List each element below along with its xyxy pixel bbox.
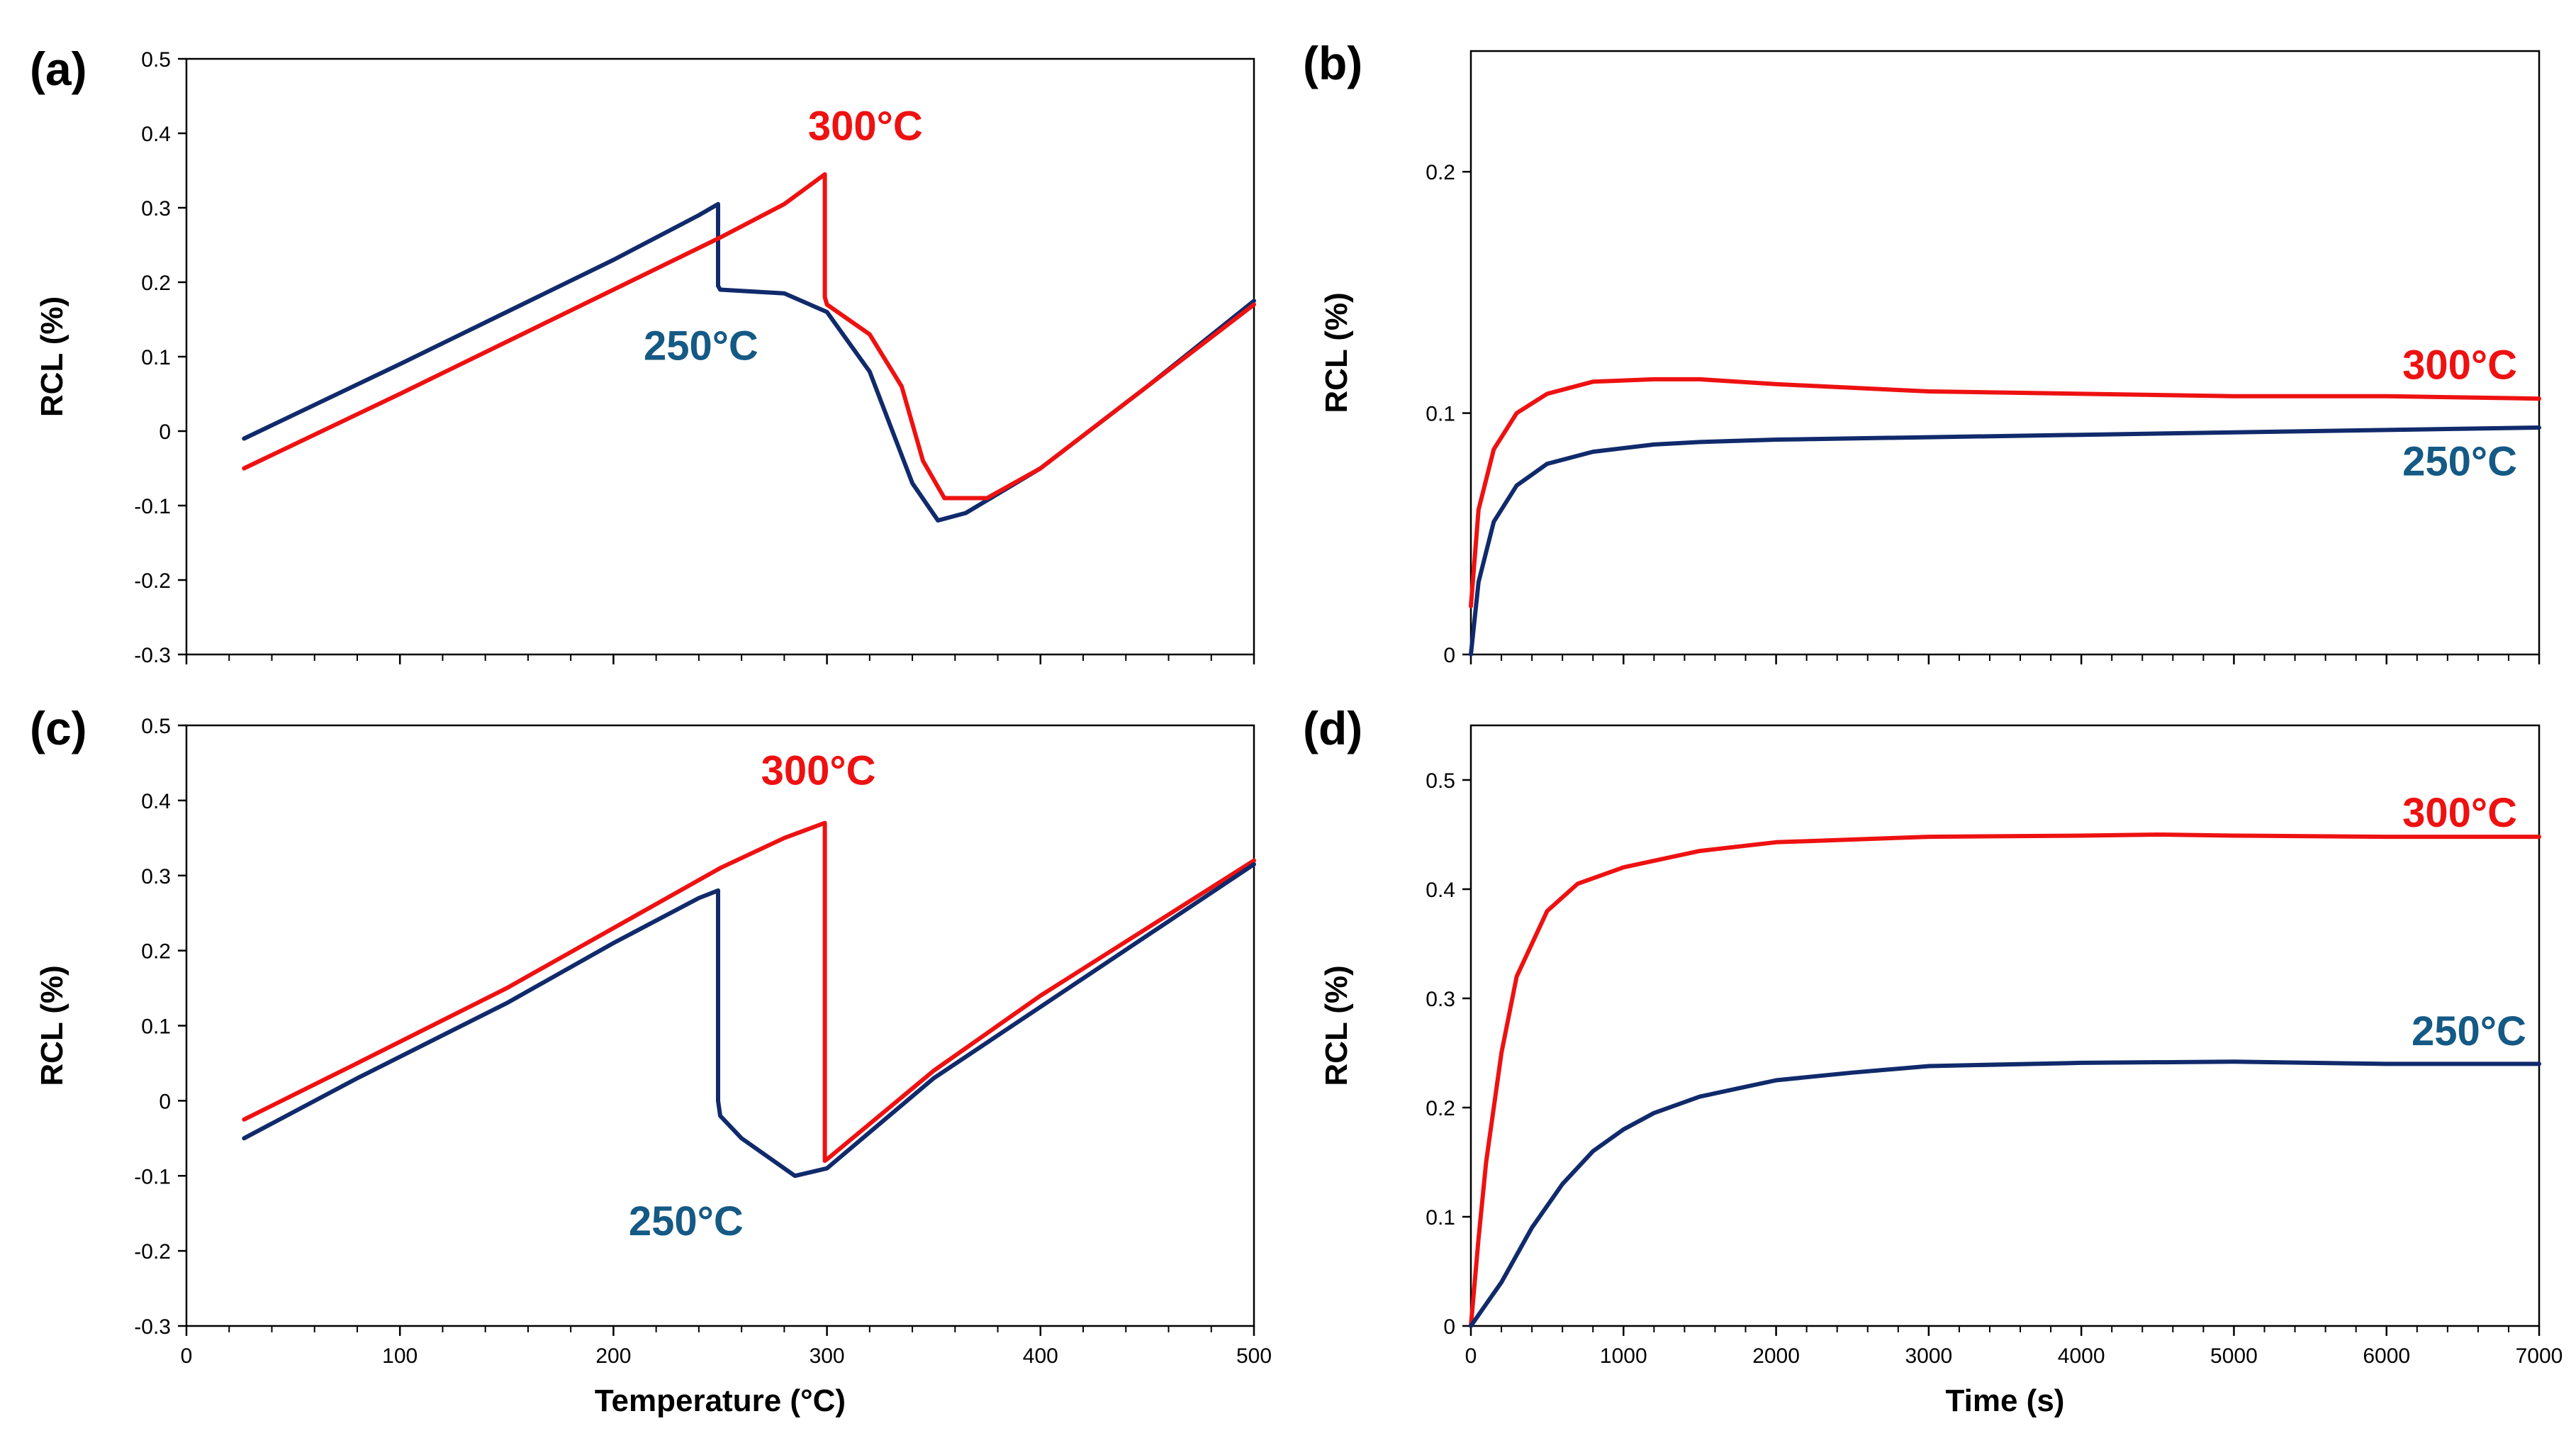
series-line-250c [242,201,1256,523]
y-tick-label: 0.4 [141,790,171,813]
y-tick-label: 0.1 [1426,403,1455,426]
y-tick-label: -0.1 [134,495,171,518]
y-tick-label: -0.3 [134,644,171,667]
series-line-300c [1469,832,2541,1328]
x-tick-label: 300 [810,1344,845,1368]
y-axis-label: RCL (%) [1319,292,1354,413]
chart-panel-c: (c) -0.3 -0.2 -0.1 0 0.1 0.2 0.3 0.4 0.5 0 100 200 30… [30,702,1272,1418]
x-tick-label: 5000 [2210,1344,2258,1368]
x-tick-label: 3000 [1905,1344,1952,1368]
y-axis-label: RCL (%) [1319,965,1354,1086]
y-tick-label: 0.2 [141,272,171,295]
chart-panel-b: (b) 0 0.1 0.2 RCL (%) 300°C 250°C [1303,37,2541,667]
y-tick-label: 0 [1443,644,1455,667]
y-tick-label: 0.5 [1426,769,1455,793]
x-tick-label: 400 [1023,1344,1058,1368]
y-tick-label: 0.1 [1426,1206,1455,1230]
y-tick-label: 0.4 [141,123,171,146]
y-axis-label: RCL (%) [35,965,69,1086]
y-axis-label: RCL (%) [35,296,69,417]
series-annotation: 300°C [2402,342,2517,389]
y-tick-label: 0.2 [1426,1097,1455,1120]
series-annotation: 300°C [761,748,876,794]
series-annotation: 250°C [2402,439,2517,485]
panel-label: (c) [30,702,87,754]
series-line-300c [1469,377,2541,608]
y-tick-label: 0.5 [141,48,171,72]
x-tick-label: 2000 [1752,1344,1800,1368]
panel-label: (d) [1303,702,1362,754]
y-tick-label: 0 [159,1090,171,1113]
series-line-250c [242,862,1256,1178]
x-axis-label: Time (s) [1946,1383,2065,1418]
y-tick-label: 0.1 [141,346,171,369]
chart-panel-a: (a) -0.3 -0.2 -0.1 0 0.1 0.2 0.3 0.4 0.5 RCL (%) 30… [30,43,1256,667]
y-tick-label: 0 [159,420,171,444]
y-tick-label: 0.3 [141,197,171,221]
x-tick-label: 4000 [2058,1344,2105,1368]
x-tick-label: 200 [595,1344,631,1368]
y-tick-label: 0.2 [1426,161,1455,184]
x-tick-label: 0 [181,1344,193,1368]
y-tick-label: 0 [1443,1315,1455,1339]
panel-label: (b) [1303,37,1362,89]
x-tick-label: 0 [1465,1344,1477,1368]
y-tick-label: 0.4 [1426,879,1455,902]
plot-frame [1469,724,2541,1327]
series-line-250c [1469,1059,2541,1328]
y-tick-label: 0.5 [141,715,171,738]
x-tick-label: 7000 [2516,1344,2563,1368]
series-line-300c [242,820,1256,1164]
x-axis-label: Temperature (°C) [595,1383,846,1418]
y-tick-label: -0.1 [134,1165,171,1188]
series-line-300c [242,172,1256,501]
series-annotation: 300°C [2402,790,2517,836]
series-line-250c [1469,425,2541,657]
series-annotation: 250°C [644,323,758,369]
x-tick-label: 6000 [2363,1344,2410,1368]
series-annotation: 250°C [629,1198,744,1244]
y-tick-label: -0.3 [134,1315,171,1339]
chart-panel-d: (d) 0 0.1 0.2 0.3 0.4 0.5 0 1000 2000 3000 4000 5000… [1303,702,2563,1418]
x-tick-label: 500 [1236,1344,1272,1368]
y-tick-label: 0.2 [141,940,171,964]
x-tick-label: 1000 [1600,1344,1647,1368]
y-tick-label: -0.2 [134,1240,171,1264]
panel-label: (a) [30,43,87,95]
series-annotation: 300°C [808,104,923,150]
y-tick-label: 0.3 [141,865,171,888]
y-tick-label: 0.3 [1426,988,1455,1011]
series-annotation: 250°C [2412,1008,2526,1054]
y-tick-label: -0.2 [134,569,171,593]
y-tick-label: 0.1 [141,1015,171,1039]
x-tick-label: 100 [382,1344,418,1368]
plot-frame [1469,50,2541,656]
